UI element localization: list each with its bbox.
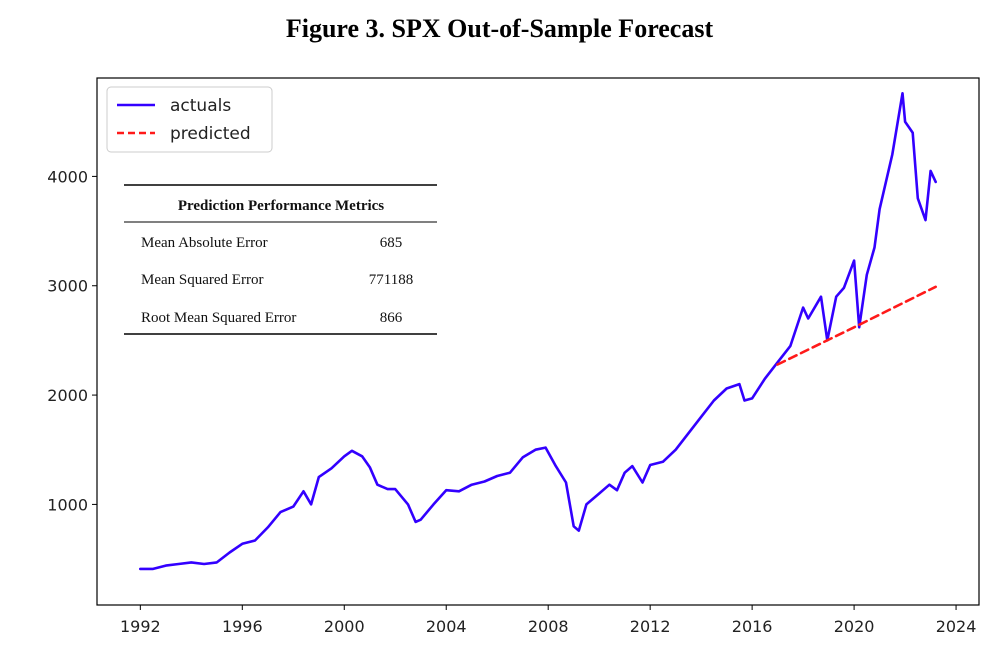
- series-line-predicted: [776, 285, 938, 366]
- metric-value-mse: 771188: [369, 272, 413, 288]
- x-axis: 1992 1996 2000 2004 2008 2012 2016 2020 2024: [120, 605, 976, 636]
- legend-label-actuals: actuals: [170, 96, 231, 116]
- figure-title: Figure 3. SPX Out-of-Sample Forecast: [285, 14, 714, 43]
- x-tick-label: 2008: [528, 617, 569, 636]
- y-tick-label: 3000: [47, 277, 88, 296]
- legend: actuals predicted: [106, 86, 273, 153]
- x-tick-label: 2000: [324, 617, 365, 636]
- x-tick-label: 2016: [732, 617, 773, 636]
- metric-label-mae: Mean Absolute Error: [141, 235, 268, 251]
- x-tick-label: 2020: [834, 617, 875, 636]
- y-tick-label: 4000: [47, 167, 88, 186]
- x-tick-label: 2024: [936, 617, 977, 636]
- plot-area-frame: [96, 77, 980, 606]
- metric-label-mse: Mean Squared Error: [141, 272, 263, 288]
- y-tick-label: 2000: [47, 386, 88, 405]
- metric-label-rmse: Root Mean Squared Error: [141, 310, 296, 326]
- x-tick-label: 2012: [630, 617, 671, 636]
- series-layer: [139, 92, 938, 571]
- x-tick-label: 1996: [222, 617, 263, 636]
- x-tick-label: 2004: [426, 617, 467, 636]
- metric-value-mae: 685: [380, 235, 403, 251]
- series-line-actuals: [139, 92, 938, 571]
- metric-value-rmse: 866: [380, 310, 403, 326]
- y-tick-label: 1000: [47, 495, 88, 514]
- y-axis: 1000 2000 3000 4000: [47, 167, 97, 514]
- legend-box: [106, 86, 273, 153]
- table-header: Prediction Performance Metrics: [178, 198, 384, 214]
- metrics-table: Prediction Performance Metrics Mean Abso…: [124, 184, 437, 335]
- legend-label-predicted: predicted: [170, 124, 251, 144]
- x-tick-label: 1992: [120, 617, 161, 636]
